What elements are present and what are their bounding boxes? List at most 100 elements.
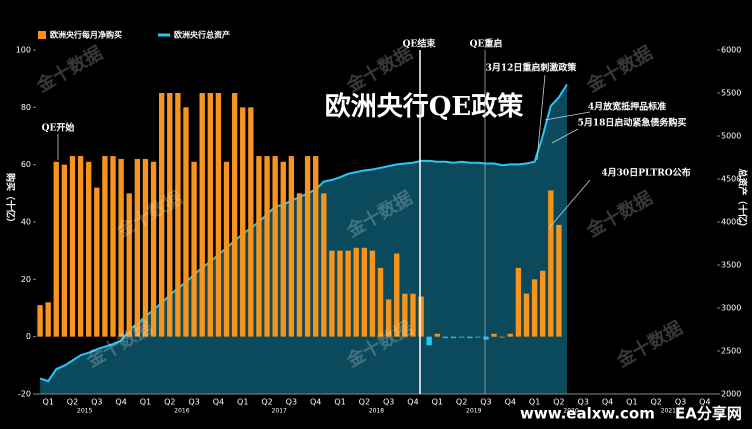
year-label: 2016 — [174, 408, 189, 415]
bar — [37, 305, 43, 337]
bar — [118, 158, 124, 337]
bar — [434, 333, 440, 337]
annotation: 4月放宽抵押品标准 — [588, 101, 666, 113]
bar — [215, 93, 222, 337]
annotation: 3月12日重启刺激政策 — [486, 62, 578, 74]
y-tick-label: 20 — [21, 275, 31, 284]
annotation: QE开始 — [42, 122, 75, 134]
legend-label: 欧洲央行每月净购买 — [50, 30, 122, 40]
annotation: 5月18日启动紧急债务购买 — [578, 117, 687, 129]
bar — [191, 161, 197, 337]
annotation: QE结束 — [403, 38, 437, 50]
x-tick-label: Q4 — [213, 398, 224, 407]
bar — [134, 158, 141, 337]
bar — [410, 293, 416, 337]
y2-tick-label: 4500 — [721, 175, 741, 184]
bar — [475, 336, 481, 338]
bar — [345, 250, 351, 337]
x-tick-label: Q1 — [42, 398, 53, 407]
bar — [483, 336, 489, 340]
x-tick-label: Q1 — [529, 398, 540, 407]
bar — [426, 336, 432, 346]
bar — [167, 93, 173, 337]
y2-tick-label: 2500 — [721, 347, 741, 356]
bar — [272, 156, 278, 337]
x-tick-label: Q1 — [334, 398, 345, 407]
bar — [369, 250, 376, 337]
bar — [94, 187, 100, 337]
bar — [142, 158, 149, 337]
y2-tick-label: 2000 — [721, 390, 741, 399]
year-label: 2018 — [369, 408, 384, 415]
bar — [183, 107, 189, 337]
bar — [450, 336, 457, 339]
x-tick-label: Q4 — [115, 398, 126, 407]
bar — [329, 250, 335, 337]
watermark: 金十数据 — [582, 187, 656, 243]
bar — [288, 156, 295, 337]
bar — [102, 156, 108, 337]
x-tick-label: Q4 — [407, 398, 418, 407]
bar — [361, 247, 368, 337]
bar — [531, 279, 538, 337]
annotation: QE重启 — [470, 38, 503, 50]
bar — [264, 156, 270, 337]
x-tick-label: Q1 — [237, 398, 248, 407]
bar — [207, 93, 213, 337]
bar — [53, 161, 59, 337]
annotation-line — [536, 74, 546, 161]
chart-title: 欧洲央行QE政策 — [325, 91, 523, 122]
x-tick-label: Q3 — [578, 398, 589, 407]
y2-tick-label: 5000 — [721, 132, 741, 141]
bar — [69, 156, 76, 337]
y-tick-label: 40 — [21, 218, 31, 227]
footer: EA分享网 — [675, 405, 742, 423]
bar — [418, 296, 424, 337]
bar — [385, 299, 392, 337]
year-label: 2015 — [77, 408, 92, 415]
bar — [199, 93, 205, 337]
bar — [280, 161, 286, 337]
bar — [61, 164, 68, 337]
bar — [126, 193, 132, 337]
bar — [442, 336, 449, 339]
x-tick-label: Q2 — [456, 398, 467, 407]
y-tick-label: 60 — [21, 160, 31, 169]
bar — [321, 193, 327, 337]
bar — [296, 193, 303, 337]
x-tick-label: Q4 — [505, 398, 516, 407]
watermark: 金十数据 — [612, 317, 686, 373]
year-label: 2020 — [563, 408, 578, 415]
x-tick-label: Q1 — [140, 398, 151, 407]
legend-label: 欧洲央行总资产 — [174, 30, 230, 40]
bar — [223, 161, 230, 337]
watermark: 金十数据 — [32, 42, 106, 98]
x-tick-label: Q1 — [626, 398, 637, 407]
x-tick-label: Q3 — [286, 398, 297, 407]
x-tick-label: Q2 — [67, 398, 78, 407]
y2-axis-title: 总资产（十亿） — [737, 168, 749, 231]
y-axis-title: 购买（十亿） — [5, 173, 17, 227]
bar — [491, 333, 497, 337]
y2-tick-label: 5500 — [721, 89, 741, 98]
y-tick-label: 100 — [16, 46, 31, 55]
y2-tick-label: 3500 — [721, 261, 741, 270]
legend-swatch — [38, 31, 46, 39]
bar — [248, 107, 254, 337]
bar — [337, 250, 343, 337]
bar — [45, 302, 51, 337]
x-tick-label: Q3 — [675, 398, 686, 407]
bar — [256, 156, 262, 337]
bar — [394, 253, 400, 337]
watermark: 金十数据 — [342, 42, 416, 98]
watermark: 金十数据 — [582, 42, 656, 98]
annotation-line — [548, 179, 591, 229]
bar — [467, 336, 473, 339]
bar — [499, 336, 505, 338]
x-tick-label: Q4 — [310, 398, 321, 407]
x-tick-label: Q4 — [602, 398, 613, 407]
bar — [458, 336, 465, 338]
x-tick-label: Q3 — [188, 398, 199, 407]
bar — [313, 156, 319, 337]
